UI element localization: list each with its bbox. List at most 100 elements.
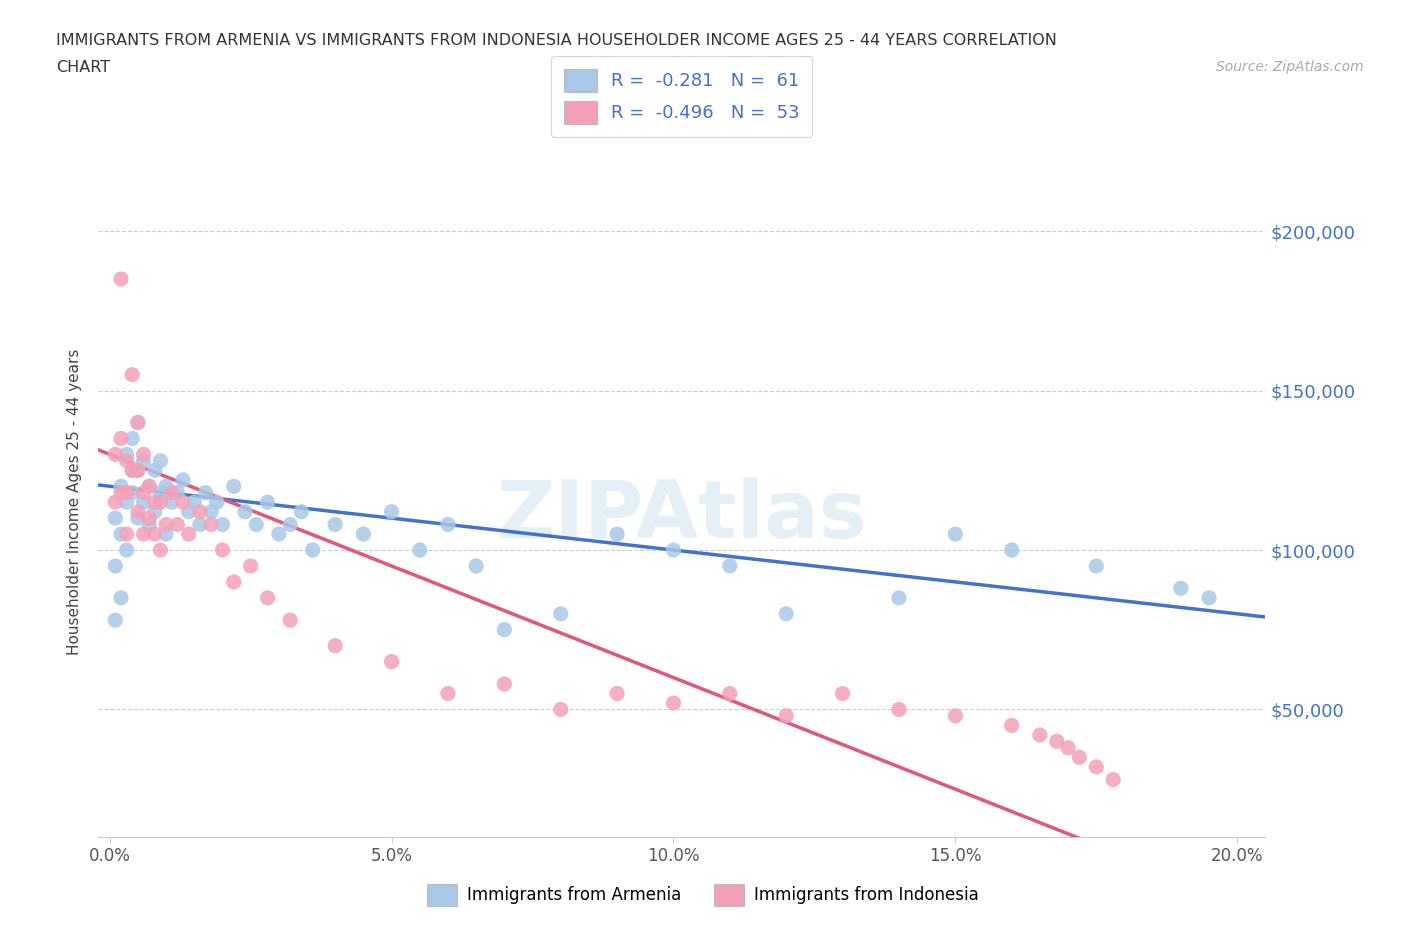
Point [494,676,516,691]
Point [323,517,346,532]
Text: IMMIGRANTS FROM ARMENIA VS IMMIGRANTS FROM INDONESIA HOUSEHOLDER INCOME AGES 25 : IMMIGRANTS FROM ARMENIA VS IMMIGRANTS FR… [56,33,1057,47]
Point [718,686,741,701]
Point [127,415,149,430]
Point [127,463,149,478]
Point [1085,760,1108,775]
Point [138,479,160,494]
Point [183,495,205,510]
Point [1029,727,1052,742]
Point [104,495,127,510]
Legend: Immigrants from Armenia, Immigrants from Indonesia: Immigrants from Armenia, Immigrants from… [420,878,986,912]
Point [127,511,149,525]
Point [149,453,172,468]
Point [149,485,172,500]
Point [149,495,172,510]
Point [205,495,228,510]
Point [887,591,910,605]
Point [437,686,460,701]
Point [132,526,155,541]
Point [256,591,278,605]
Point [115,495,138,510]
Point [121,463,143,478]
Point [143,463,166,478]
Point [1198,591,1220,605]
Point [222,479,245,494]
Point [121,367,143,382]
Point [160,485,183,500]
Point [1046,734,1069,749]
Point [143,504,166,519]
Point [104,559,127,574]
Point [239,559,262,574]
Point [1085,559,1108,574]
Point [200,517,222,532]
Point [1001,542,1024,557]
Point [110,431,132,445]
Point [831,686,853,701]
Point [256,495,278,510]
Point [662,696,685,711]
Point [138,517,160,532]
Point [550,606,572,621]
Point [465,559,488,574]
Point [222,575,245,590]
Point [1057,740,1080,755]
Point [132,453,155,468]
Point [115,453,138,468]
Point [437,517,460,532]
Point [127,504,149,519]
Point [1102,772,1125,787]
Point [775,606,797,621]
Point [127,463,149,478]
Text: CHART: CHART [56,60,110,75]
Point [550,702,572,717]
Point [290,504,312,519]
Point [1069,750,1091,764]
Point [104,447,127,462]
Point [606,686,628,701]
Point [110,526,132,541]
Point [166,517,188,532]
Point [188,504,211,519]
Point [278,517,301,532]
Point [155,517,177,532]
Point [149,542,172,557]
Point [606,526,628,541]
Point [155,479,177,494]
Point [943,709,966,724]
Point [494,622,516,637]
Point [132,485,155,500]
Point [381,654,404,669]
Point [662,542,685,557]
Point [194,485,217,500]
Point [1170,581,1192,596]
Point [115,447,138,462]
Point [127,415,149,430]
Point [323,638,346,653]
Y-axis label: Householder Income Ages 25 - 44 years: Householder Income Ages 25 - 44 years [67,349,83,656]
Text: ZIPAtlas: ZIPAtlas [496,476,868,554]
Point [267,526,290,541]
Point [155,526,177,541]
Point [132,447,155,462]
Point [409,542,432,557]
Point [775,709,797,724]
Point [233,504,256,519]
Point [718,559,741,574]
Point [132,495,155,510]
Point [115,526,138,541]
Point [172,472,194,487]
Point [110,485,132,500]
Point [110,272,132,286]
Point [278,613,301,628]
Point [177,504,200,519]
Legend: R =  -0.281   N =  61, R =  -0.496   N =  53: R = -0.281 N = 61, R = -0.496 N = 53 [551,56,813,137]
Point [211,542,233,557]
Point [143,526,166,541]
Point [200,504,222,519]
Point [121,463,143,478]
Point [1001,718,1024,733]
Point [110,591,132,605]
Point [177,526,200,541]
Point [160,495,183,510]
